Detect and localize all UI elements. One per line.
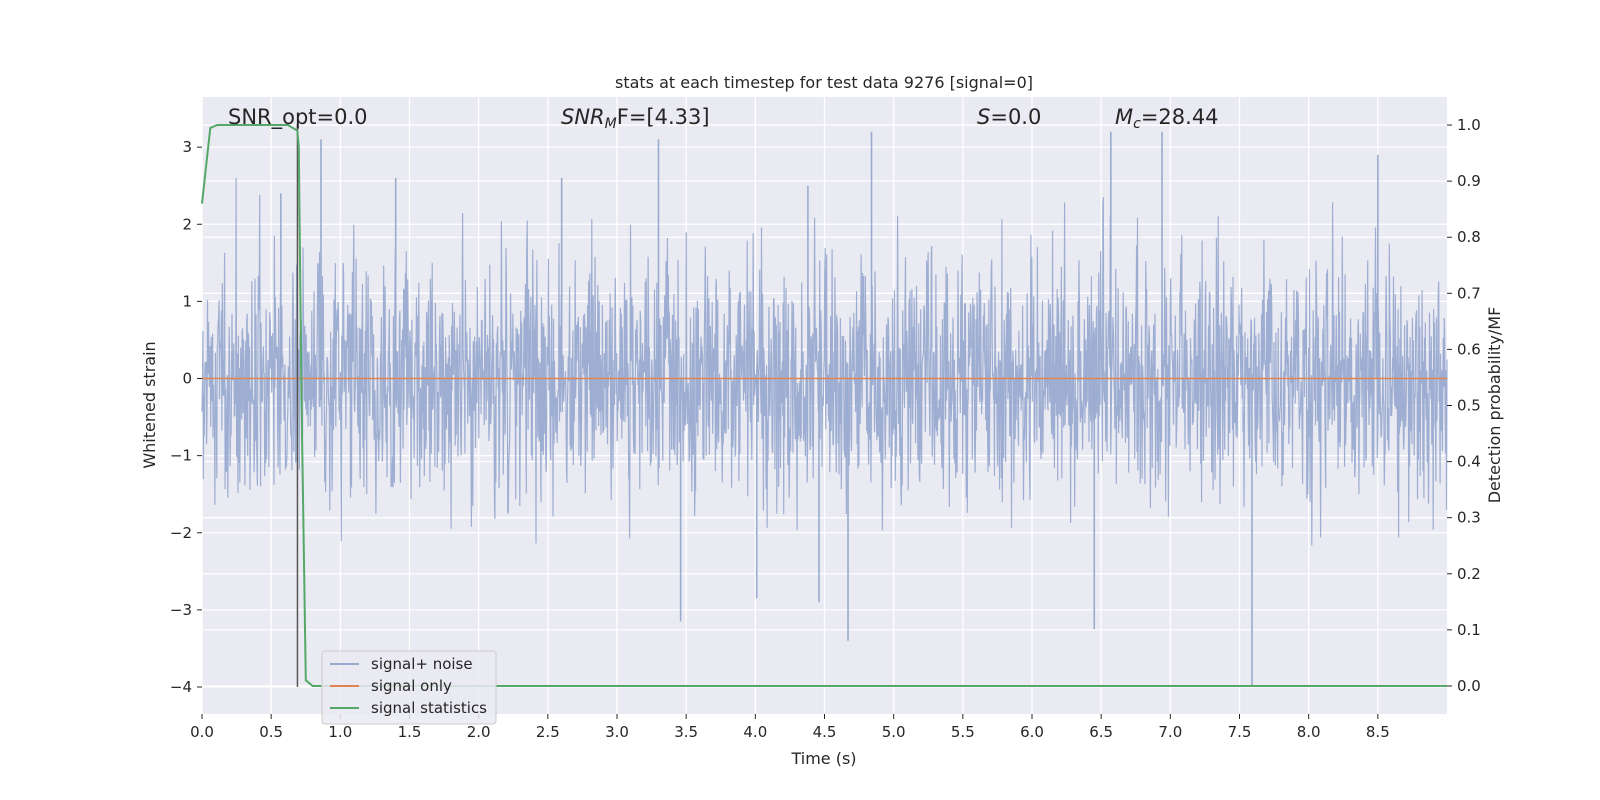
legend-box	[321, 650, 497, 725]
x-tick-label: 1.5	[398, 723, 422, 741]
y-right-tick-label: 1.0	[1457, 116, 1481, 134]
x-tick-label: 3.5	[674, 723, 698, 741]
signal-statistics-line	[201, 124, 1447, 687]
x-tick-label: 2.5	[536, 723, 560, 741]
x-tick-label: 6.5	[1089, 723, 1113, 741]
x-tick-label: 4.5	[813, 723, 837, 741]
y-right-tick-label: 0.4	[1457, 453, 1481, 471]
legend-label-signal-statistics: signal statistics	[371, 699, 487, 717]
y-tick-label: 1	[182, 292, 192, 310]
x-tick-label: 0.5	[259, 723, 283, 741]
x-tick-label: 2.0	[467, 723, 491, 741]
x-tick-label: 6.0	[1020, 723, 1044, 741]
x-tick-label: 3.0	[605, 723, 629, 741]
y-tick-label: −2	[170, 524, 192, 542]
y-right-tick-label: 0.0	[1457, 677, 1481, 695]
x-tick-label: 7.0	[1158, 723, 1182, 741]
x-tick-label: 5.0	[882, 723, 906, 741]
y-tick-label: 2	[182, 215, 192, 233]
annotation-mc-rest: =28.44	[1141, 105, 1219, 129]
y-right-tick-label: 0.6	[1457, 340, 1481, 358]
annotation-s-main: S	[977, 105, 990, 129]
noise-trace	[201, 177, 1448, 546]
annotation-snr-mf: SNRMF=[4.33]	[561, 105, 710, 132]
x-tick-label: 1.0	[328, 723, 352, 741]
x-tick-label: 7.5	[1228, 723, 1252, 741]
annotation-snr-opt: SNR_opt=0.0	[228, 105, 368, 130]
x-tick-label: 4.0	[743, 723, 767, 741]
signal-noise-series	[201, 131, 1448, 688]
chart-title: stats at each timestep for test data 927…	[615, 73, 1033, 92]
x-axis-label: Time (s)	[790, 749, 856, 768]
y-right-tick-label: 0.1	[1457, 621, 1481, 639]
legend-label-signal-only: signal only	[371, 677, 452, 695]
y-right-tick-label: 0.2	[1457, 565, 1481, 583]
x-tick-labels: 0.0 0.5 1.0 1.5 2.0 2.5 3.0 3.5 4.0 4.5 5.0 5.5 6.0 6…	[190, 714, 1390, 741]
y-right-tick-label: 0.9	[1457, 172, 1481, 190]
y-right-tick-label: 0.8	[1457, 228, 1481, 246]
y-tick-label: 3	[182, 138, 192, 156]
legend: signal+ noise signal only signal statist…	[321, 650, 497, 725]
y-right-tick-label: 0.3	[1457, 509, 1481, 527]
annotation-snr-mf-sub: M	[605, 116, 617, 132]
y-right-tick-label: 0.5	[1457, 397, 1481, 415]
annotation-mc-main: M	[1115, 105, 1133, 129]
x-tick-label: 0.0	[190, 723, 214, 741]
y-axis-label: Whitened strain	[140, 341, 159, 468]
y-right-tick-label: 0.7	[1457, 284, 1481, 302]
annotation-mc-sub: c	[1133, 116, 1141, 132]
y-tick-label: −4	[170, 678, 192, 696]
x-tick-label: 5.5	[951, 723, 975, 741]
y-tick-label: −3	[170, 601, 192, 619]
y-tick-label: −1	[170, 447, 192, 465]
y-right-axis-label: Detection probability/MF	[1485, 307, 1504, 504]
y-right-tick-labels: 1.0 0.9 0.8 0.7 0.6 0.5 0.4 0.3 0.2 0.1 0.0	[1447, 116, 1481, 695]
annotation-mc: Mc=28.44	[1115, 105, 1219, 132]
annotation-s-rest: =0.0	[990, 105, 1041, 129]
annotation-snr-mf-rest: F=[4.33]	[617, 105, 710, 129]
x-tick-label: 8.5	[1366, 723, 1390, 741]
legend-label-signal-noise: signal+ noise	[371, 655, 473, 673]
annotation-snr-mf-main: SNR	[561, 105, 605, 129]
x-tick-label: 8.0	[1297, 723, 1321, 741]
y-tick-label: 0	[182, 370, 192, 388]
y-tick-labels: 3 2 1 0 −1 −2 −3 −4	[170, 138, 202, 696]
annotation-s: S=0.0	[977, 105, 1041, 129]
